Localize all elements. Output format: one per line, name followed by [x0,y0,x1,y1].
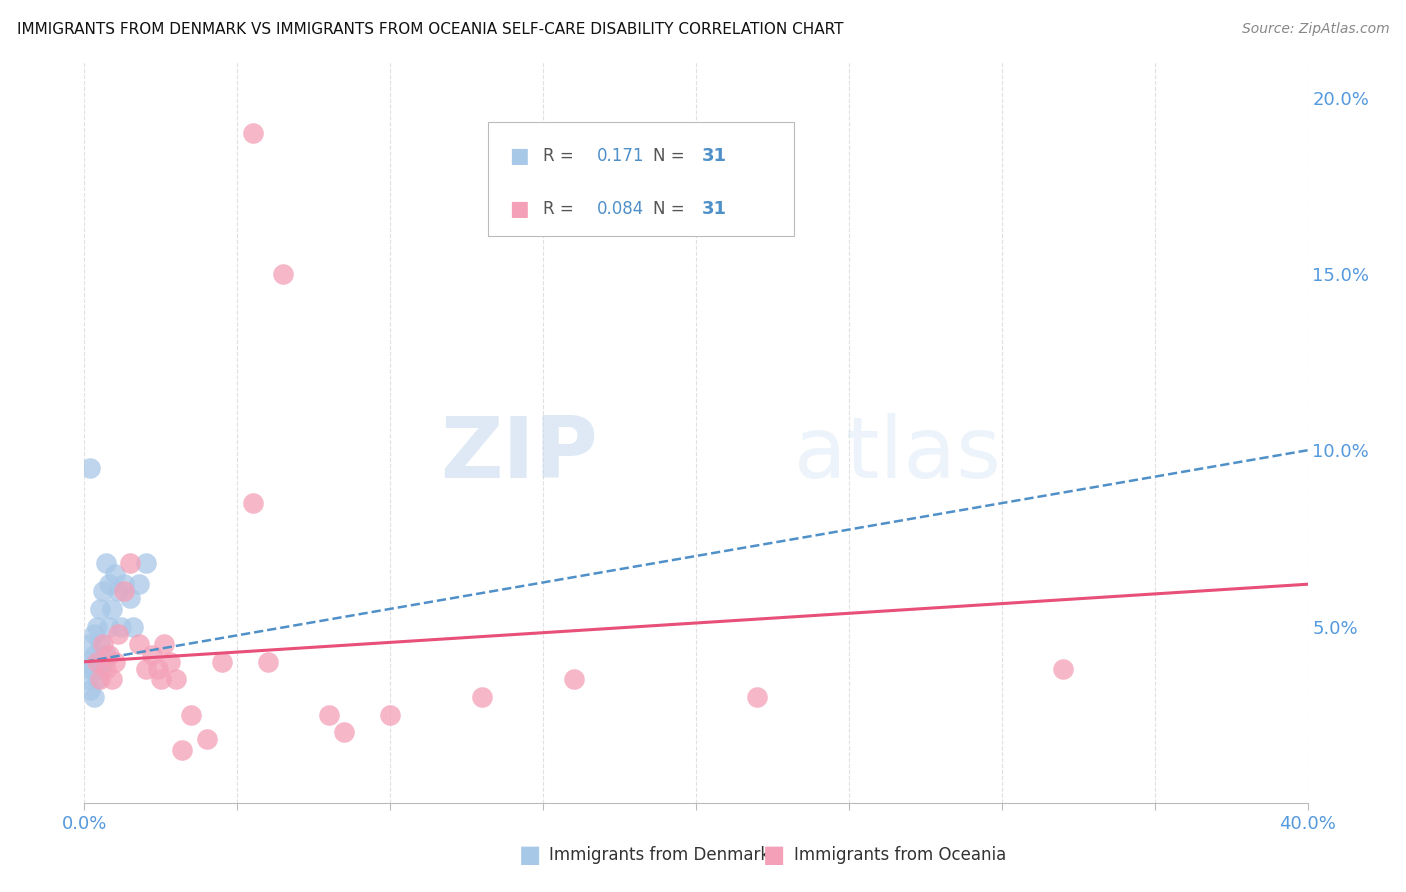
Point [83,648,105,662]
Point [104,566,127,581]
Point [172,743,194,757]
Point [165,673,187,687]
Point [271,267,294,281]
Point [94,662,117,676]
Text: R =: R = [543,147,574,165]
Point [120,556,142,570]
Point [101,602,124,616]
Text: 0.171: 0.171 [598,147,644,165]
Point [135,662,157,676]
Point [79,461,101,475]
Point [153,637,176,651]
Point [86,619,108,633]
Point [318,707,340,722]
Text: 31: 31 [702,200,727,218]
Point [76,673,98,687]
Point [146,662,169,676]
Point [83,662,105,676]
Point [89,662,111,676]
Point [107,626,129,640]
Text: 0.084: 0.084 [598,200,644,218]
Point [79,683,101,698]
Point [83,626,105,640]
Point [89,673,111,687]
Text: Immigrants from Denmark: Immigrants from Denmark [550,846,770,863]
Point [104,655,127,669]
Point [89,602,111,616]
Point [89,637,111,651]
Point [97,577,120,591]
Text: ZIP: ZIP [440,413,598,496]
Text: ■: ■ [763,843,786,867]
Point [86,673,108,687]
Point [120,591,142,606]
Point [94,556,117,570]
Point [97,619,120,633]
Point [380,707,402,722]
Text: IMMIGRANTS FROM DENMARK VS IMMIGRANTS FROM OCEANIA SELF-CARE DISABILITY CORRELAT: IMMIGRANTS FROM DENMARK VS IMMIGRANTS FR… [17,22,844,37]
Point [149,673,172,687]
Point [211,655,233,669]
Point [79,637,101,651]
FancyBboxPatch shape [488,121,794,236]
Text: ■: ■ [509,146,529,167]
Point [91,655,114,669]
Point [122,619,145,633]
Point [112,577,135,591]
Point [76,655,98,669]
Point [91,584,114,599]
Point [141,648,163,662]
Point [86,655,108,669]
Point [242,496,264,510]
Text: Source: ZipAtlas.com: Source: ZipAtlas.com [1241,22,1389,37]
Point [112,584,135,599]
Point [159,655,181,669]
Text: Immigrants from Oceania: Immigrants from Oceania [794,846,1007,863]
Point [562,673,585,687]
Point [135,556,157,570]
Text: ■: ■ [519,843,541,867]
Point [83,690,105,704]
Point [128,637,150,651]
Text: N =: N = [654,200,685,218]
Text: R =: R = [543,200,574,218]
Text: atlas: atlas [794,413,1002,496]
Point [91,637,114,651]
Point [97,648,120,662]
Point [110,619,132,633]
Point [257,655,280,669]
Point [101,673,124,687]
Text: 31: 31 [702,147,727,165]
Point [333,725,356,739]
Point [107,584,129,599]
Point [747,690,769,704]
Point [1052,662,1074,676]
Point [79,662,101,676]
Text: N =: N = [654,147,685,165]
Point [471,690,494,704]
Point [195,732,218,747]
Point [242,126,264,140]
Point [86,655,108,669]
Point [94,648,117,662]
Text: ■: ■ [509,199,529,219]
Point [180,707,202,722]
Point [128,577,150,591]
